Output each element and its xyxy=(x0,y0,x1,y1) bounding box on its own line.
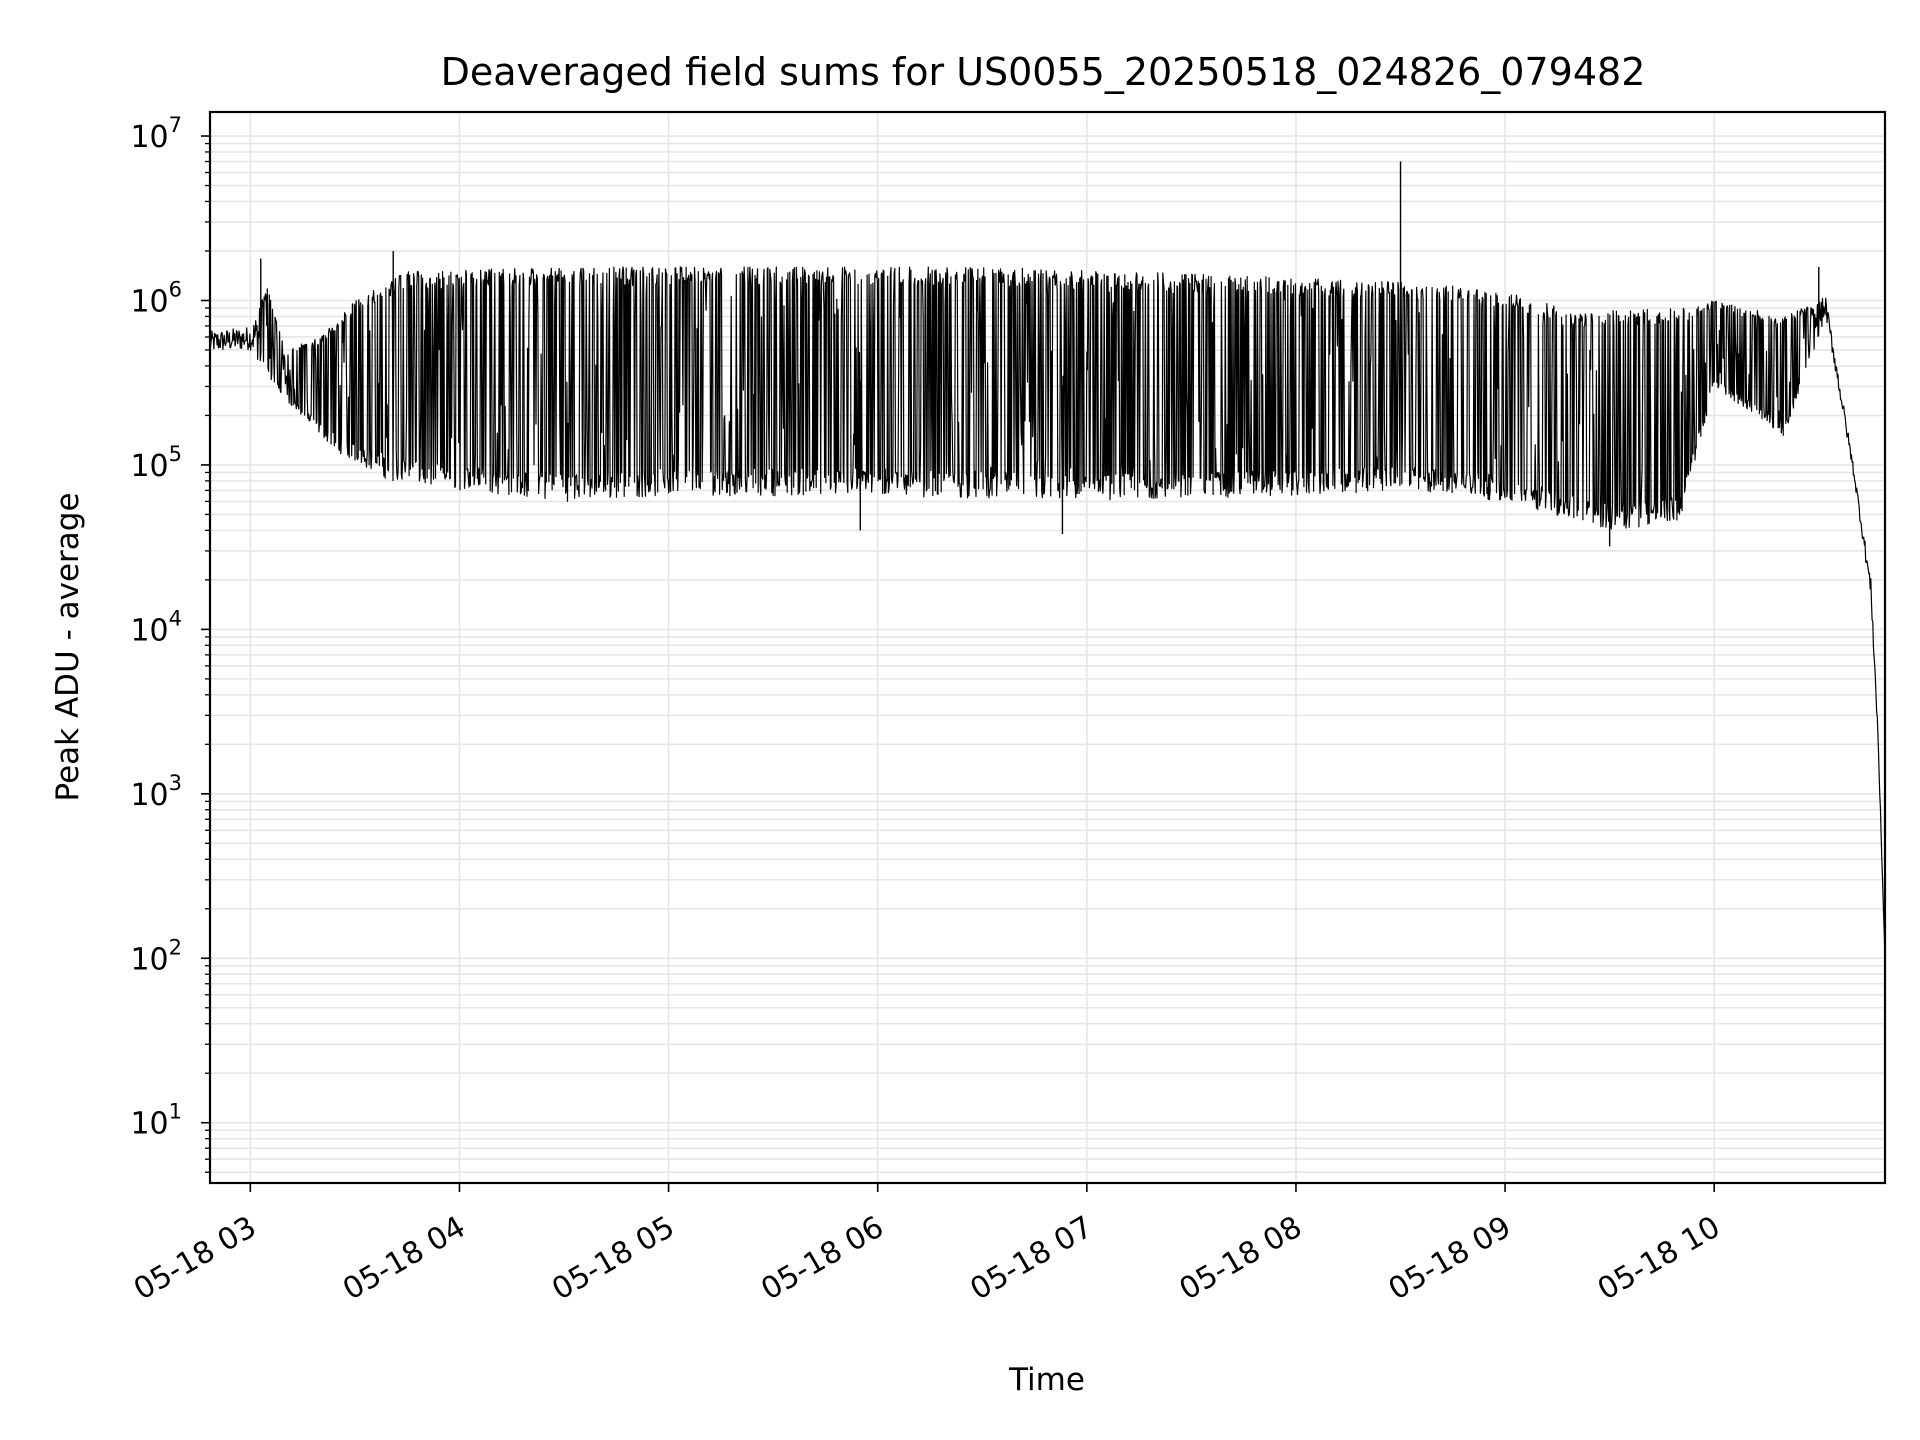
y-tick-label: 103 xyxy=(130,771,182,813)
x-tick-label: 05-18 10 xyxy=(1592,1210,1726,1308)
x-tick-label: 05-18 03 xyxy=(128,1210,262,1308)
series-line xyxy=(209,266,1886,959)
x-tick-label: 05-18 09 xyxy=(1383,1210,1517,1308)
y-tick-label: 102 xyxy=(130,935,182,977)
grid-layer xyxy=(210,112,1885,1183)
x-tick-label: 05-18 06 xyxy=(755,1210,889,1308)
chart-title: Deaveraged field sums for US0055_2025051… xyxy=(441,50,1646,94)
x-tick-label: 05-18 07 xyxy=(965,1210,1099,1308)
x-tick-label: 05-18 05 xyxy=(546,1210,680,1308)
y-tick-label: 106 xyxy=(130,277,182,319)
y-tick-label: 107 xyxy=(130,113,182,155)
y-axis-title: Peak ADU - average xyxy=(50,492,86,801)
y-tick-label: 105 xyxy=(130,442,182,484)
x-axis-title: Time xyxy=(1008,1362,1085,1398)
x-tick-label: 05-18 04 xyxy=(337,1210,471,1308)
y-axis: 101 102 103 104 105 106 107 xyxy=(130,113,210,1173)
x-tick-label: 05-18 08 xyxy=(1174,1210,1308,1308)
series-layer xyxy=(209,161,1886,959)
y-tick-label: 101 xyxy=(130,1100,182,1142)
y-tick-label: 104 xyxy=(130,606,182,648)
x-axis: 05-18 03 05-18 04 05-18 05 05-18 06 05-18 07… xyxy=(128,1183,1726,1307)
plot-frame xyxy=(208,110,1887,1185)
